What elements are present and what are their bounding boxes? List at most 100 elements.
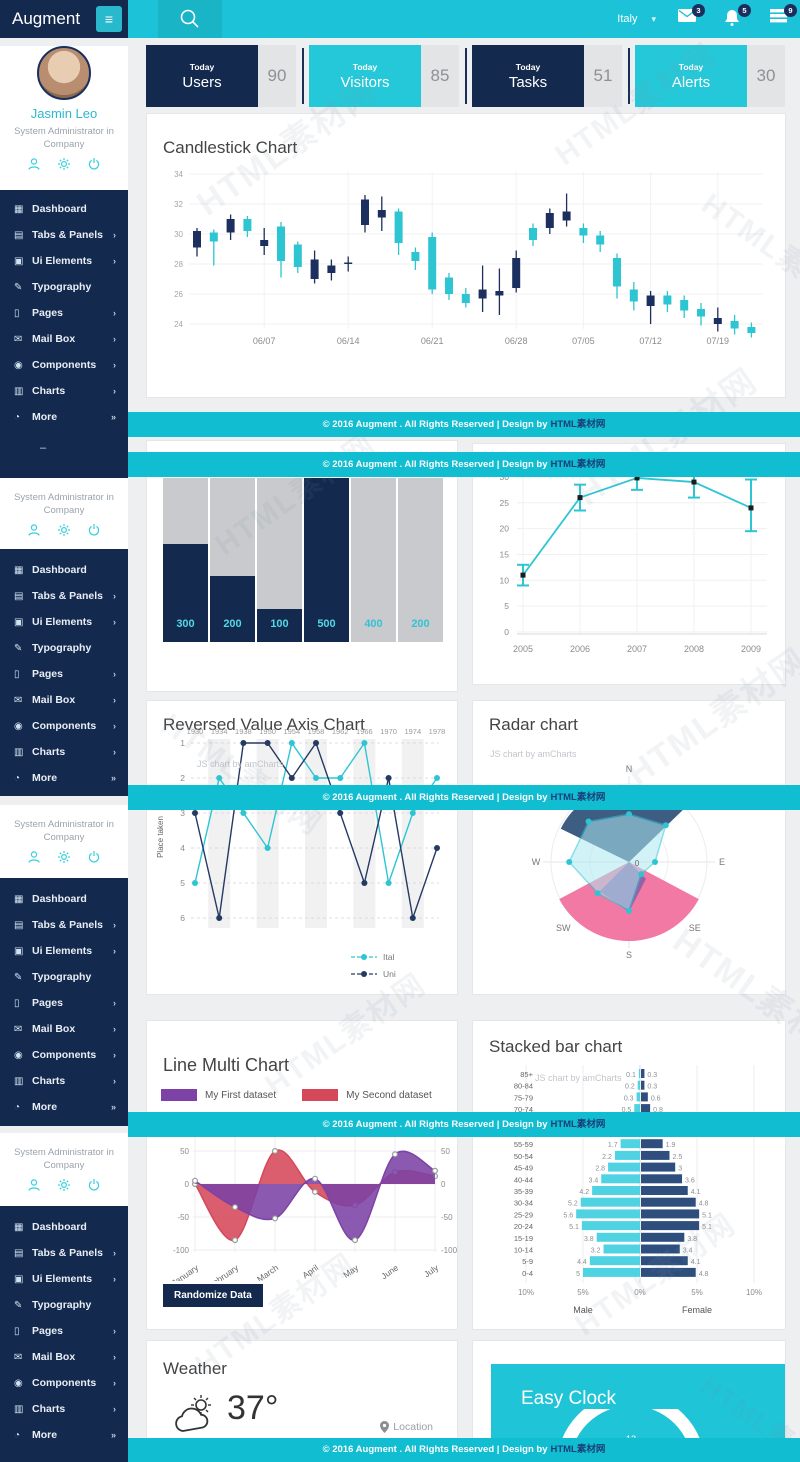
settings-icon-button[interactable] (57, 1178, 71, 1192)
reversed-axis-card: Reversed Value Axis Chart JS chart by am… (146, 700, 458, 995)
svg-text:W: W (532, 857, 541, 867)
language-selector[interactable]: Italy ▾ (617, 13, 656, 25)
user-icon-button[interactable] (27, 523, 41, 537)
sidebar-item-ui-elements[interactable]: ▣ Ui Elements › (0, 1266, 128, 1292)
sidebar-item-more[interactable]: ◔ More » (0, 1422, 128, 1448)
power-icon-button[interactable] (87, 523, 101, 537)
bar-value: 300 (176, 618, 195, 630)
sidebar-item-mail-box[interactable]: ✉ Mail Box › (0, 326, 128, 352)
user-icon (28, 1179, 40, 1191)
footer-brand-link[interactable]: HTML素材网 (550, 1119, 606, 1130)
sidebar-item-label: Typography (32, 971, 92, 983)
brand-logo[interactable]: Augment ≡ (0, 0, 128, 38)
bar-column: 500 (304, 478, 349, 642)
stat-card-visitors[interactable]: Today Visitors 85 (309, 45, 459, 107)
sidebar-item-label: Pages (32, 997, 63, 1009)
footer-brand-link[interactable]: HTML素材网 (550, 419, 606, 430)
tabs-icon: ▤ (14, 590, 24, 602)
sidebar-item-tabs-panels[interactable]: ▤ Tabs & Panels › (0, 583, 128, 609)
sidebar-item-pages[interactable]: ▯ Pages › (0, 661, 128, 687)
sidebar-profile: System Administrator in Company (0, 478, 128, 549)
sidebar-item-components[interactable]: ◉ Components › (0, 1042, 128, 1068)
sidebar-item-ui-elements[interactable]: ▣ Ui Elements › (0, 609, 128, 635)
settings-icon-button[interactable] (57, 850, 71, 864)
sidebar-item-tabs-panels[interactable]: ▤ Tabs & Panels › (0, 222, 128, 248)
pages-icon: ▯ (14, 668, 20, 680)
menu-toggle-button[interactable]: ≡ (96, 6, 122, 32)
settings-icon-button[interactable] (57, 157, 71, 171)
power-icon-button[interactable] (87, 157, 101, 171)
stat-period: Today (189, 61, 215, 72)
mail-button[interactable]: 3 (678, 4, 705, 29)
sidebar-item-ui-elements[interactable]: ▣ Ui Elements › (0, 248, 128, 274)
svg-text:1934: 1934 (211, 727, 228, 736)
user-icon-button[interactable] (27, 850, 41, 864)
location[interactable]: Location (380, 1421, 433, 1433)
sidebar-item-tabs-panels[interactable]: ▤ Tabs & Panels › (0, 912, 128, 938)
sidebar-item-mail-box[interactable]: ✉ Mail Box › (0, 687, 128, 713)
svg-text:3.8: 3.8 (584, 1236, 594, 1243)
settings-icon-button[interactable] (57, 523, 71, 537)
sidebar-item-more[interactable]: ◔ More » (0, 765, 128, 791)
bell-button[interactable]: 5 (724, 4, 751, 29)
sidebar-item-dashboard[interactable]: ▦ Dashboard (0, 557, 128, 583)
sidebar-item-dashboard[interactable]: ▦ Dashboard (0, 196, 128, 222)
sidebar-item-components[interactable]: ◉ Components › (0, 713, 128, 739)
sidebar-item-typography[interactable]: ✎ Typography (0, 964, 128, 990)
sidebar-item-typography[interactable]: ✎ Typography (0, 1292, 128, 1318)
candlestick-title: Candlestick Chart (163, 138, 298, 157)
chevron-right-icon: › (113, 386, 116, 396)
footer-brand-link[interactable]: HTML素材网 (550, 1444, 606, 1455)
power-icon-button[interactable] (87, 1178, 101, 1192)
bar-value: 200 (411, 618, 430, 630)
svg-text:10: 10 (500, 575, 510, 585)
messages-button[interactable]: 9 (770, 4, 797, 29)
sidebar-item-charts[interactable]: ▥ Charts › (0, 739, 128, 765)
amcharts-subtitle: JS chart by amCharts (490, 749, 577, 759)
sidebar-item-components[interactable]: ◉ Components › (0, 1370, 128, 1396)
sidebar-item-mail-box[interactable]: ✉ Mail Box › (0, 1016, 128, 1042)
user-icon-button[interactable] (27, 1178, 41, 1192)
sidebar-item-pages[interactable]: ▯ Pages › (0, 300, 128, 326)
svg-text:2.2: 2.2 (602, 1154, 612, 1161)
stat-card-tasks[interactable]: Today Tasks 51 (472, 45, 622, 107)
sidebar-item-typography[interactable]: ✎ Typography (0, 635, 128, 661)
search-icon (180, 9, 199, 28)
sidebar-item-dashboard[interactable]: ▦ Dashboard (0, 1214, 128, 1240)
sidebar-item-charts[interactable]: ▥ Charts › (0, 1068, 128, 1094)
sidebar-item-more[interactable]: ◔ More » (0, 404, 128, 430)
mailbox-icon: ✉ (14, 694, 23, 706)
user-icon-button[interactable] (27, 157, 41, 171)
stacked-bar-title: Stacked bar chart (489, 1037, 623, 1056)
sidebar-item-label: Ui Elements (32, 1273, 93, 1285)
svg-text:30: 30 (174, 230, 183, 239)
footer-text: © 2016 Augment . All Rights Reserved | D… (322, 1444, 548, 1455)
sidebar-item-dashboard[interactable]: ▦ Dashboard (0, 886, 128, 912)
messages-badge: 9 (784, 4, 797, 17)
stat-card-users[interactable]: Today Users 90 (146, 45, 296, 107)
randomize-data-button[interactable]: Randomize Data (163, 1284, 263, 1307)
sidebar-item-pages[interactable]: ▯ Pages › (0, 990, 128, 1016)
sidebar-item-ui-elements[interactable]: ▣ Ui Elements › (0, 938, 128, 964)
sidebar-item-mail-box[interactable]: ✉ Mail Box › (0, 1344, 128, 1370)
sidebar-item-more[interactable]: ◔ More » (0, 1094, 128, 1120)
stat-card-alerts[interactable]: Today Alerts 30 (635, 45, 785, 107)
tabs-icon: ▤ (14, 1247, 24, 1259)
footer-brand-link[interactable]: HTML素材网 (550, 792, 606, 803)
footer-brand-link[interactable]: HTML素材网 (550, 459, 606, 470)
sidebar-item-tabs-panels[interactable]: ▤ Tabs & Panels › (0, 1240, 128, 1266)
power-icon-button[interactable] (87, 850, 101, 864)
bar-fill (163, 544, 208, 642)
ui-elements-icon: ▣ (14, 255, 24, 267)
sidebar-item-charts[interactable]: ▥ Charts › (0, 1396, 128, 1422)
svg-text:3.8: 3.8 (687, 1236, 697, 1243)
sidebar-item-pages[interactable]: ▯ Pages › (0, 1318, 128, 1344)
power-icon (88, 1179, 100, 1191)
search-button[interactable] (178, 7, 202, 31)
tabs-icon: ▤ (14, 919, 24, 931)
sidebar-item-typography[interactable]: ✎ Typography (0, 274, 128, 300)
sidebar-item-components[interactable]: ◉ Components › (0, 352, 128, 378)
svg-text:SE: SE (689, 923, 701, 933)
sidebar-item-label: More (32, 411, 58, 423)
sidebar-item-charts[interactable]: ▥ Charts › (0, 378, 128, 404)
